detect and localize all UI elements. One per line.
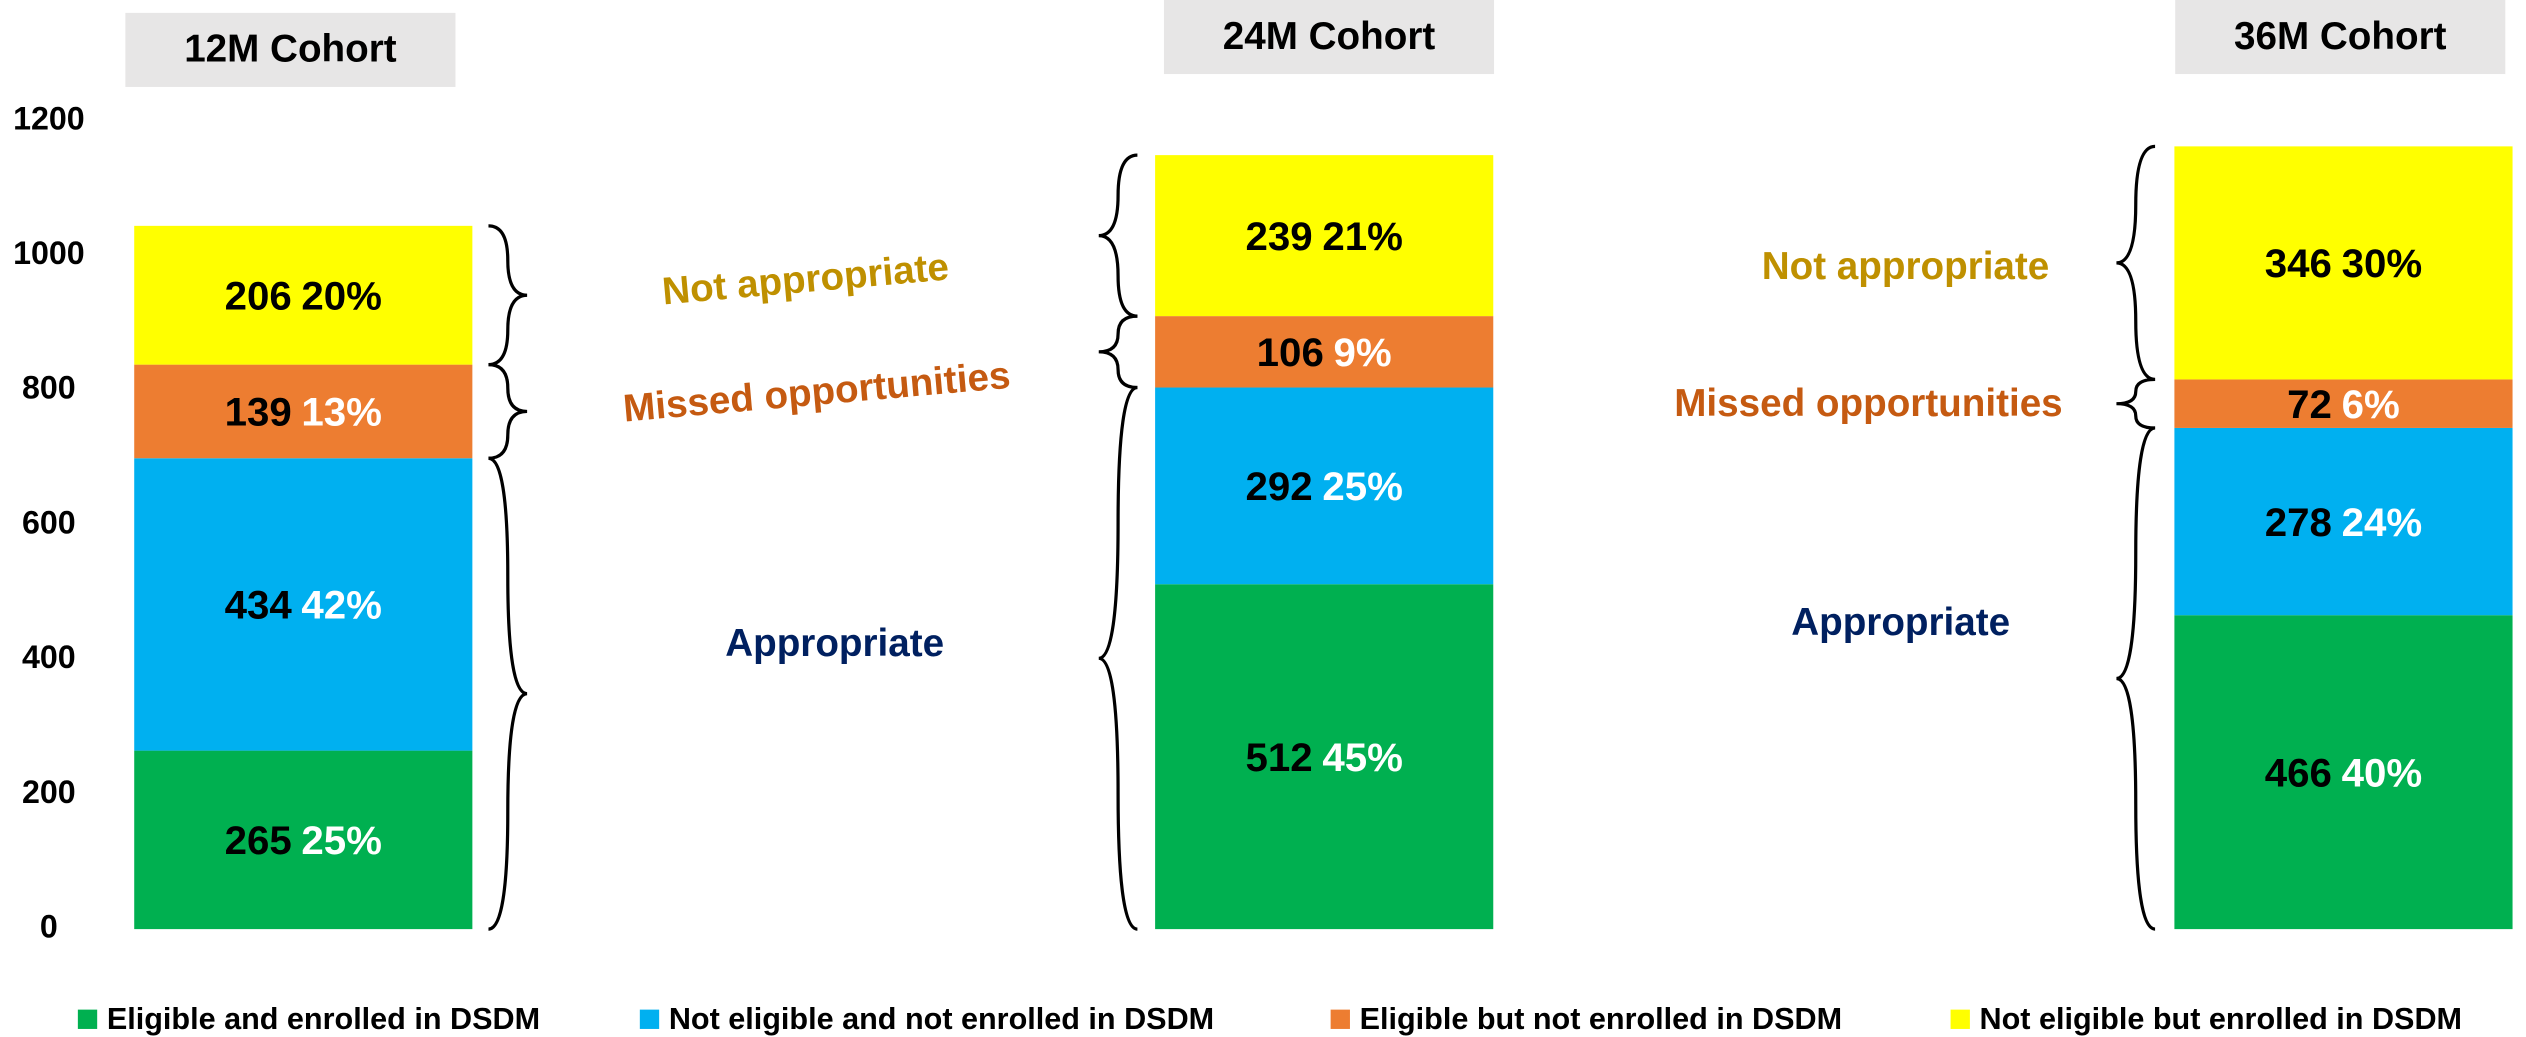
bar-segment (134, 458, 473, 751)
bar-segment (2174, 427, 2513, 616)
data-label-share: 45% (1322, 735, 1403, 780)
brace (488, 224, 528, 367)
y-tick-label: 1200 (13, 100, 85, 136)
data-label: 72 6% (2287, 382, 2400, 427)
data-label-share: 6% (2342, 382, 2400, 427)
bar-segment (1155, 387, 1494, 585)
data-label-share: 42% (301, 582, 382, 627)
bar-segment (1155, 316, 1494, 388)
legend-swatch (1950, 1009, 1970, 1029)
chart-title: 24M Cohort (1223, 15, 1436, 58)
data-label-share: 25% (1322, 464, 1403, 509)
legend-label: Not eligible but enrolled in DSDM (1980, 1002, 2462, 1036)
y-tick-label: 400 (22, 639, 76, 675)
title-box (2175, 0, 2506, 75)
title-box (1163, 0, 1495, 75)
bar-segment (2174, 146, 2513, 380)
brace (1098, 385, 1138, 931)
data-label-share: 21% (1322, 213, 1403, 258)
annotation: Appropriate (1791, 601, 2010, 644)
data-label-value: 106 (1257, 330, 1324, 375)
y-tick-label: 200 (22, 774, 76, 810)
data-label-share: 9% (1334, 330, 1392, 375)
legend-swatch (1330, 1009, 1350, 1029)
brace (2116, 377, 2156, 430)
data-label: 106 9% (1257, 330, 1392, 375)
bar-segment (134, 225, 473, 365)
data-label-share: 40% (2342, 750, 2423, 795)
bar-segment (2174, 615, 2513, 930)
legend-label: Eligible but not enrolled in DSDM (1360, 1002, 1842, 1036)
legend-swatch (77, 1009, 98, 1029)
bar-segment (1155, 155, 1494, 317)
data-label-value: 72 (2287, 382, 2332, 427)
y-tick-label: 1000 (13, 235, 85, 271)
chart-title: 36M Cohort (2234, 15, 2447, 58)
brace (488, 363, 528, 460)
brace (488, 456, 528, 931)
bar-segment (134, 750, 473, 930)
bar-segment (1155, 584, 1494, 930)
data-label-value: 466 (2265, 750, 2332, 795)
data-label: 512 45% (1245, 735, 1402, 780)
legend-label: Eligible and enrolled in DSDM (107, 1002, 540, 1036)
data-label: 139 13% (225, 389, 382, 434)
y-tick-label: 600 (22, 504, 76, 540)
annotation: Not appropriate (660, 246, 950, 314)
data-label-share: 13% (301, 389, 382, 434)
y-tick-label: 0 (40, 909, 58, 945)
data-label: 292 25% (1245, 464, 1402, 509)
data-label-value: 278 (2265, 499, 2332, 544)
data-label: 434 42% (225, 582, 382, 627)
legend-swatch (639, 1009, 660, 1029)
data-label: 239 21% (1245, 213, 1402, 258)
data-label-value: 512 (1245, 735, 1312, 780)
brace (1098, 153, 1138, 318)
data-label: 206 20% (225, 273, 382, 318)
data-label: 346 30% (2265, 241, 2422, 286)
data-label-share: 30% (2342, 241, 2423, 286)
bar-segment (2174, 379, 2513, 428)
annotation: Appropriate (725, 622, 944, 665)
data-label: 265 25% (225, 818, 382, 863)
data-label-share: 25% (301, 818, 382, 863)
annotation: Not appropriate (1762, 245, 2050, 288)
chart-title: 12M Cohort (184, 28, 397, 71)
data-label-value: 265 (225, 818, 292, 863)
data-label-value: 292 (1245, 464, 1312, 509)
bar-segment (134, 364, 473, 459)
annotation: Missed opportunities (1674, 382, 2062, 425)
data-label-value: 139 (225, 389, 292, 434)
y-tick-label: 800 (22, 370, 76, 406)
legend-label: Not eligible and not enrolled in DSDM (669, 1002, 1214, 1036)
brace (2116, 426, 2156, 931)
brace (1098, 314, 1138, 390)
title-box (125, 12, 456, 87)
data-label-value: 434 (225, 582, 293, 627)
annotation: Missed opportunities (621, 354, 1012, 431)
data-label: 466 40% (2265, 750, 2422, 795)
data-label-value: 346 (2265, 241, 2332, 286)
data-label-share: 24% (2342, 499, 2423, 544)
data-label-share: 20% (301, 273, 382, 318)
data-label: 278 24% (2265, 499, 2422, 544)
brace (2116, 144, 2156, 382)
data-label-value: 239 (1245, 213, 1312, 258)
data-label-value: 206 (225, 273, 292, 318)
